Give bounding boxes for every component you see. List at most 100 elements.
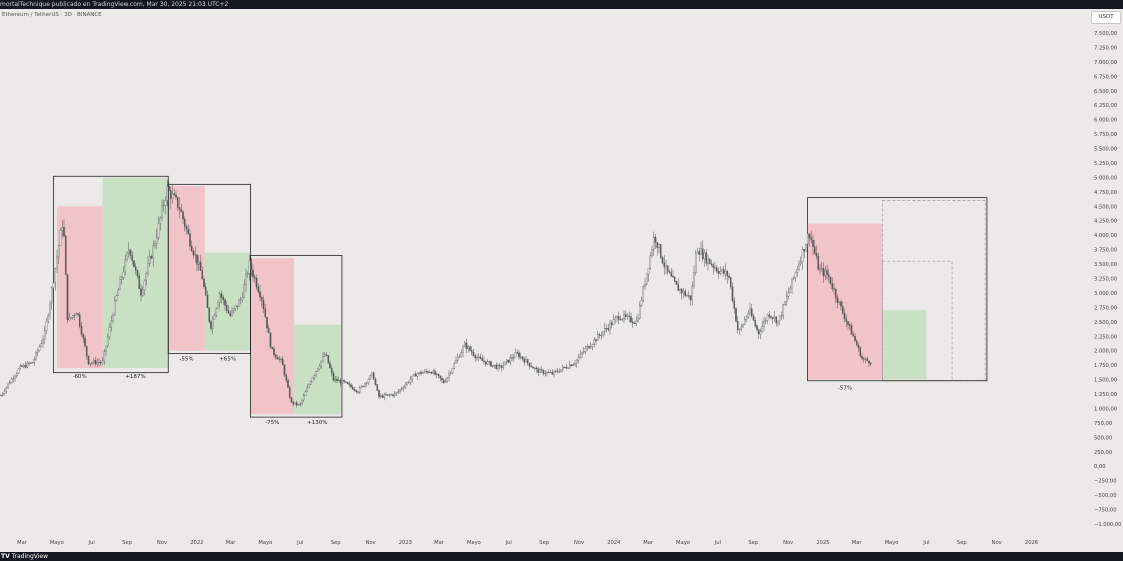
cycle-frame [250, 254, 343, 418]
candle-body [642, 286, 645, 301]
candle-body [603, 328, 606, 332]
candle-body [154, 243, 156, 246]
candle-body [33, 359, 36, 363]
candle-body [383, 394, 386, 398]
candle-body [201, 270, 204, 280]
candle-body [374, 379, 377, 385]
candle-body [220, 293, 223, 298]
publisher-bar: mortalTechnique publicado en TradingView… [0, 0, 1123, 9]
candle-body [78, 314, 81, 327]
candle-body [3, 391, 6, 394]
candle-body [63, 227, 65, 237]
candle-body [21, 365, 23, 367]
candle-body [745, 316, 748, 320]
candle-body [486, 361, 489, 365]
candle-body [808, 233, 811, 239]
candle-body [721, 269, 723, 272]
candle-body [766, 314, 769, 321]
y-tick-label: 5.500,00 [1094, 147, 1117, 153]
candle-body [91, 362, 93, 364]
candle-body [309, 381, 312, 385]
cycle-frame [807, 197, 988, 382]
candle-body [234, 305, 237, 309]
x-tick-label: Mayo [50, 540, 64, 546]
candle-body [469, 346, 471, 351]
candle-body [644, 284, 646, 287]
candle-body [47, 315, 50, 322]
candle-body [96, 362, 99, 365]
tradingview-logo[interactable]: TV TradingView [1, 552, 48, 561]
candle-body [785, 296, 788, 302]
candle-body [740, 326, 743, 330]
candle-body [213, 315, 216, 320]
candle-body [28, 362, 30, 364]
candle-body [761, 325, 764, 332]
candle-body [831, 283, 834, 289]
candle-body [196, 254, 198, 265]
candle-body [596, 334, 599, 342]
candle-body [112, 314, 114, 321]
candle-body [140, 288, 142, 296]
candle-body [715, 267, 718, 272]
candle-body [724, 270, 727, 274]
candle-body [479, 356, 482, 359]
candle-body [388, 394, 391, 396]
candle-body [285, 374, 288, 381]
candle-body [700, 248, 702, 255]
candle-body [43, 330, 46, 340]
candle-body [852, 334, 855, 337]
candle-body [820, 268, 823, 270]
y-tick-label: 4.750,00 [1094, 190, 1117, 196]
candle-body [607, 328, 610, 330]
candle-body [147, 263, 149, 274]
candle-body [640, 300, 643, 306]
candle-body [803, 249, 806, 252]
candle-body [680, 288, 683, 294]
candle-body [847, 321, 849, 325]
zone-label: -57% [838, 386, 852, 392]
candle-body [49, 302, 51, 316]
candle-body [42, 338, 44, 344]
candle-body [248, 260, 251, 274]
candle-body [407, 382, 410, 384]
candle-body [393, 393, 396, 396]
candle-body [178, 207, 181, 210]
candle-body [206, 295, 209, 309]
candle-body [470, 350, 473, 353]
candle-body [245, 274, 247, 285]
y-tick-label: 750,00 [1094, 421, 1112, 427]
candle-body [693, 272, 695, 287]
candle-body [687, 295, 690, 297]
candle-body [869, 363, 872, 365]
y-axis: 7.500,00 7.250,00 7.000,00 6.750,00 6.500,00… [1094, 31, 1121, 528]
candle-body [236, 305, 239, 307]
candle-body [204, 286, 207, 296]
candle-body [425, 370, 428, 372]
currency-badge[interactable]: USDT [1091, 11, 1121, 24]
candle-body [52, 282, 55, 289]
candle-body [227, 310, 230, 314]
candle-body [17, 368, 20, 374]
candle-body [617, 316, 620, 320]
candle-body [159, 217, 162, 224]
candle-body [600, 335, 603, 337]
candle-body [239, 299, 242, 301]
x-tick-label: 2026 [1025, 540, 1038, 546]
zone-label: -75% [265, 420, 279, 426]
candle-body [322, 356, 324, 362]
x-tick-label: Jul [922, 540, 929, 546]
candle-body [855, 340, 858, 346]
candle-body [813, 246, 816, 254]
candle-body [108, 327, 111, 338]
x-tick-label: Sep [331, 540, 341, 546]
candle-body [575, 359, 578, 364]
candle-body [351, 386, 354, 390]
x-tick-label: Mar [852, 540, 863, 546]
candle-body [614, 317, 617, 320]
candle-body [586, 346, 589, 349]
x-tick-label: Sep [122, 540, 132, 546]
gain-zone-3 [204, 252, 251, 351]
x-tick-label: Mar [643, 540, 654, 546]
candle-body [805, 244, 807, 252]
